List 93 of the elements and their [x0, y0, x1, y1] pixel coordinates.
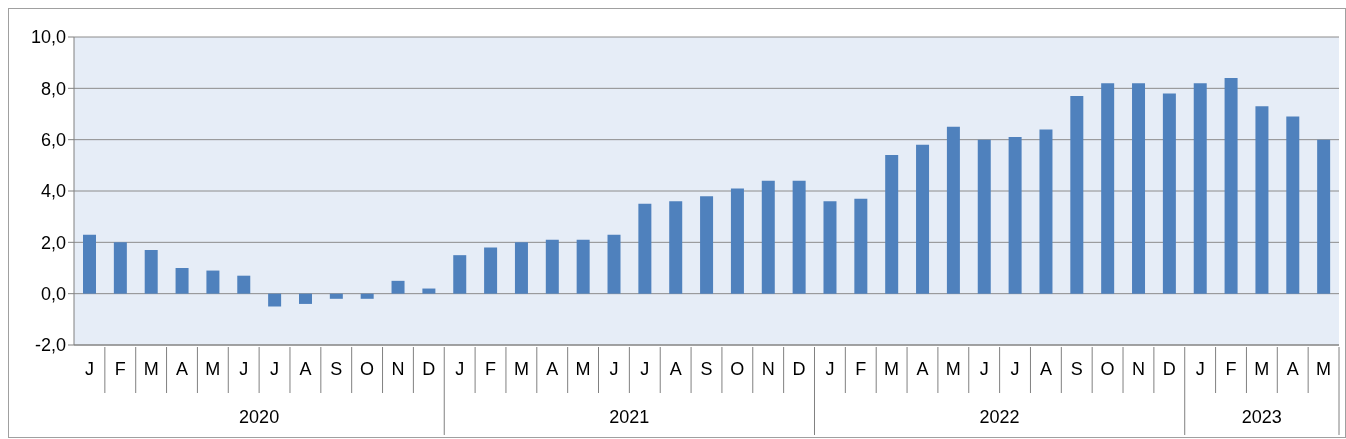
bar [854, 198, 868, 294]
bar [1286, 116, 1300, 294]
bar [1132, 83, 1146, 294]
y-tick-label: 4,0 [40, 181, 66, 202]
x-tick-label: F [114, 359, 126, 379]
bar [669, 201, 683, 294]
bar [1162, 93, 1176, 294]
bar [514, 242, 528, 294]
x-tick-label: F [855, 359, 867, 379]
x-tick-label: J [270, 359, 280, 379]
bar [607, 234, 621, 294]
bar [206, 270, 220, 294]
x-tick-label: A [1039, 359, 1052, 379]
x-tick-label: N [391, 359, 405, 379]
x-tick-label: S [330, 359, 343, 379]
bar [730, 188, 744, 294]
x-tick-label: S [1070, 359, 1083, 379]
text: 2022 [979, 407, 1020, 427]
bar [360, 293, 374, 299]
y-tick-label: 2,0 [40, 232, 66, 253]
x-tick-label: J [1195, 359, 1205, 379]
x-tick-label: J [609, 359, 619, 379]
x-tick-label: N [761, 359, 775, 379]
x-tick-label: M [945, 359, 961, 379]
y-tick-label: 0,0 [40, 284, 66, 305]
x-tick-label: A [916, 359, 929, 379]
x-tick-label: A [299, 359, 312, 379]
bar [1317, 139, 1331, 294]
bar [946, 126, 960, 294]
bar [1039, 129, 1053, 294]
bar [638, 203, 652, 294]
x-tick-label: A [1286, 359, 1299, 379]
y-tick-label: 8,0 [40, 78, 66, 99]
bar [453, 255, 467, 294]
bar [83, 234, 96, 294]
bar [977, 139, 991, 294]
y-tick-label: -2,0 [34, 335, 66, 356]
bar [1008, 137, 1022, 294]
y-tick-label: 6,0 [40, 130, 66, 151]
x-tick-label: M [884, 359, 900, 379]
bar [916, 144, 930, 294]
bar [175, 268, 189, 294]
bar [1193, 83, 1207, 294]
bar [885, 155, 899, 294]
bar [1070, 96, 1084, 294]
bar [700, 196, 714, 294]
x-tick-label: A [175, 359, 188, 379]
x-tick-label: A [669, 359, 682, 379]
x-tick-label: S [700, 359, 713, 379]
bar [237, 275, 251, 294]
bar [792, 180, 806, 294]
y-tick-label: 10,0 [30, 27, 66, 48]
bar [298, 293, 312, 304]
x-tick-label: M [513, 359, 529, 379]
x-tick-label: O [360, 359, 375, 379]
x-tick-label: N [1131, 359, 1145, 379]
x-tick-label: J [239, 359, 249, 379]
x-tick-label: A [546, 359, 559, 379]
bar [823, 201, 837, 294]
bar [329, 293, 343, 299]
text: 2023 [1241, 407, 1282, 427]
x-tick-label: M [205, 359, 221, 379]
x-tick-label: J [640, 359, 650, 379]
text: 2020 [239, 407, 280, 427]
x-tick-label: M [575, 359, 591, 379]
x-tick-label: J [979, 359, 989, 379]
bar [576, 239, 590, 294]
bar [113, 242, 127, 294]
x-tick-label: M [1316, 359, 1332, 379]
bar [484, 247, 498, 294]
x-tick-label: O [730, 359, 745, 379]
bar [761, 180, 775, 294]
bar [1101, 83, 1115, 294]
bar [422, 288, 436, 294]
x-tick-label: O [1100, 359, 1115, 379]
bar [391, 280, 405, 294]
x-tick-label: M [143, 359, 159, 379]
x-tick-label: D [792, 359, 806, 379]
bar [545, 239, 559, 294]
x-tick-label: J [84, 359, 94, 379]
bar [1224, 78, 1238, 294]
text: 2021 [609, 407, 650, 427]
x-tick-label: F [485, 359, 497, 379]
bar [1255, 106, 1269, 294]
x-tick-label: D [1162, 359, 1176, 379]
x-tick-label: D [422, 359, 436, 379]
bar [144, 250, 158, 294]
bar [268, 293, 282, 307]
x-tick-label: J [825, 359, 835, 379]
x-tick-label: J [455, 359, 465, 379]
x-tick-label: M [1254, 359, 1270, 379]
x-tick-label: J [1010, 359, 1020, 379]
x-tick-label: F [1225, 359, 1237, 379]
